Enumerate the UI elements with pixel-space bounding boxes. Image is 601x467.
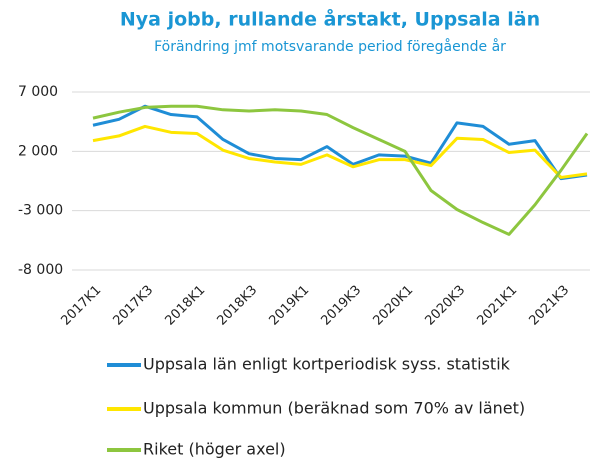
- legend-label: Uppsala län enligt kortperiodisk syss. s…: [143, 355, 511, 374]
- x-tick-label: 2018K3: [214, 283, 260, 329]
- chart-subtitle: Förändring jmf motsvarande period föregå…: [154, 38, 506, 55]
- x-tick-label: 2020K1: [370, 283, 416, 329]
- x-tick-label: 2017K3: [110, 283, 156, 329]
- series-line: [92, 124, 588, 179]
- y-tick-label: 7 000: [18, 84, 58, 100]
- y-tick-label: 2 000: [18, 143, 58, 159]
- x-tick-label: 2019K1: [266, 283, 312, 329]
- series-line: [92, 104, 589, 236]
- x-tick-label: 2020K3: [422, 283, 468, 329]
- legend-label: Riket (höger axel): [143, 440, 286, 459]
- series-line: [92, 104, 588, 181]
- chart-title: Nya jobb, rullande årstakt, Uppsala län: [120, 7, 540, 31]
- legend-label: Uppsala kommun (beräknad som 70% av läne…: [143, 399, 525, 418]
- x-tick-label: 2019K3: [318, 283, 364, 329]
- y-tick-label: -8 000: [18, 262, 63, 278]
- x-tick-label: 2018K1: [162, 283, 208, 329]
- x-tick-label: 2021K3: [526, 283, 572, 329]
- x-tick-label: 2021K1: [474, 283, 520, 329]
- y-tick-label: -3 000: [18, 203, 63, 219]
- x-tick-label: 2017K1: [58, 283, 104, 329]
